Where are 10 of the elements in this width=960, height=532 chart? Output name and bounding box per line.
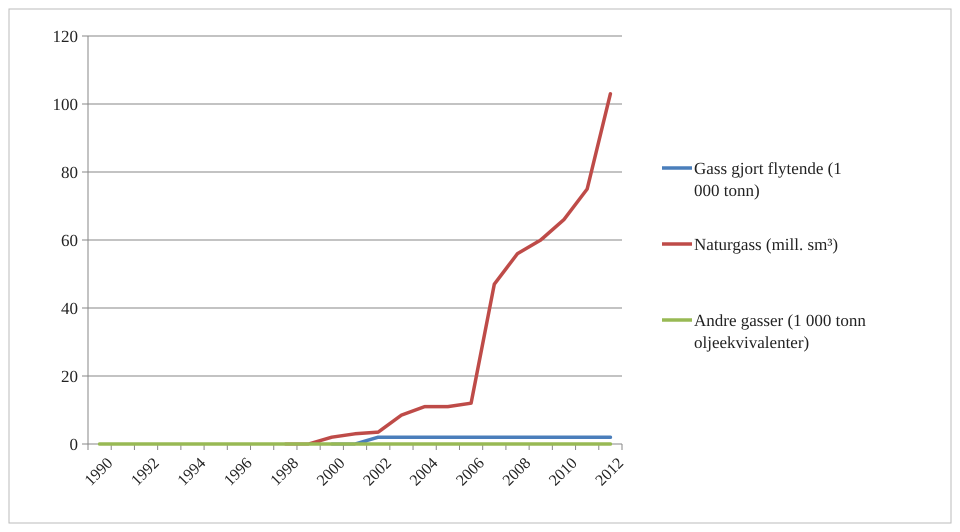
y-tick-label: 0	[70, 434, 78, 454]
legend-label: Naturgass (mill. sm³)	[694, 234, 838, 254]
legend-label: Gass gjort flytende (1 000 tonn)	[694, 158, 842, 200]
legend-label: Andre gasser (1 000 tonn oljeekvivalenter)	[694, 310, 866, 352]
y-tick-label: 120	[52, 26, 78, 46]
y-tick-label: 100	[52, 94, 78, 114]
y-tick-label: 80	[61, 162, 78, 182]
y-tick-label: 40	[61, 298, 78, 318]
y-tick-label: 20	[61, 366, 78, 386]
y-tick-label: 60	[61, 230, 78, 250]
